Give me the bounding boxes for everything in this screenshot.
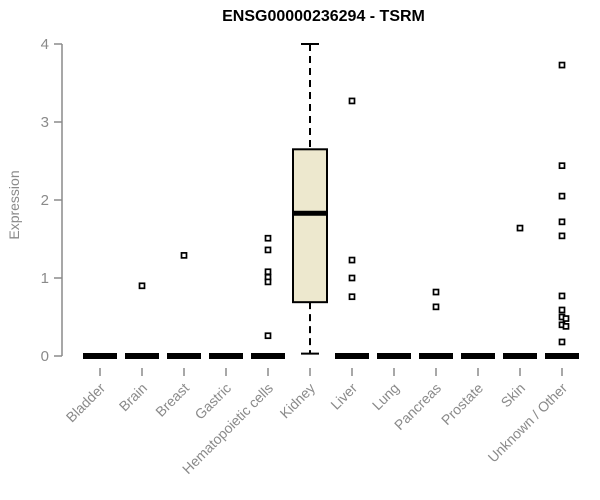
outlier-point	[348, 274, 356, 282]
outlier-point	[264, 246, 272, 254]
outlier-point	[348, 293, 356, 301]
outlier-point	[348, 97, 356, 105]
outlier-point	[432, 303, 440, 311]
zero-box	[83, 353, 117, 359]
outlier-point	[558, 61, 566, 69]
outlier-point	[558, 306, 566, 314]
zero-box	[419, 353, 453, 359]
y-tick-label: 1	[41, 270, 49, 287]
zero-box	[251, 353, 285, 359]
x-tick-label: Prostate	[438, 380, 486, 428]
outlier-point	[558, 218, 566, 226]
zero-box	[125, 353, 159, 359]
x-tick-label: Breast	[152, 380, 192, 420]
x-tick-label: Lung	[369, 380, 402, 413]
outlier-point	[562, 315, 570, 322]
outlier-point	[558, 338, 566, 346]
zero-box	[545, 353, 579, 359]
y-tick-label: 3	[41, 114, 49, 131]
x-tick-label: Liver	[327, 380, 360, 413]
zero-box	[209, 353, 243, 359]
zero-box	[377, 353, 411, 359]
y-tick-label: 4	[41, 36, 49, 53]
outlier-point	[562, 323, 570, 330]
zero-box	[503, 353, 537, 359]
zero-box	[167, 353, 201, 359]
chart-title: ENSG00000236294 - TSRM	[222, 8, 425, 25]
box	[292, 148, 328, 304]
outlier-point	[558, 162, 566, 170]
x-tick-label: Bladder	[63, 380, 109, 426]
outlier-point	[516, 224, 524, 232]
outlier-point	[264, 268, 272, 276]
outlier-point	[180, 252, 188, 259]
x-tick-label: Brain	[116, 380, 150, 414]
outlier-point	[558, 232, 566, 240]
x-tick-label: Unknown / Other	[485, 380, 571, 466]
x-tick-label: Kidney	[277, 380, 319, 422]
zero-box	[335, 353, 369, 359]
outlier-point	[432, 288, 440, 296]
y-tick-label: 2	[41, 192, 49, 209]
y-tick-label: 0	[41, 348, 49, 365]
outlier-point	[558, 292, 566, 300]
x-tick-label: Pancreas	[391, 380, 444, 433]
x-tick-label: Skin	[498, 380, 529, 411]
outlier-point	[138, 282, 146, 290]
median-line	[293, 210, 327, 216]
outlier-point	[348, 256, 356, 264]
outlier-point	[264, 332, 272, 340]
outlier-point	[264, 234, 272, 242]
outlier-point	[558, 192, 566, 200]
outlier-point	[264, 278, 272, 286]
zero-box	[461, 353, 495, 359]
